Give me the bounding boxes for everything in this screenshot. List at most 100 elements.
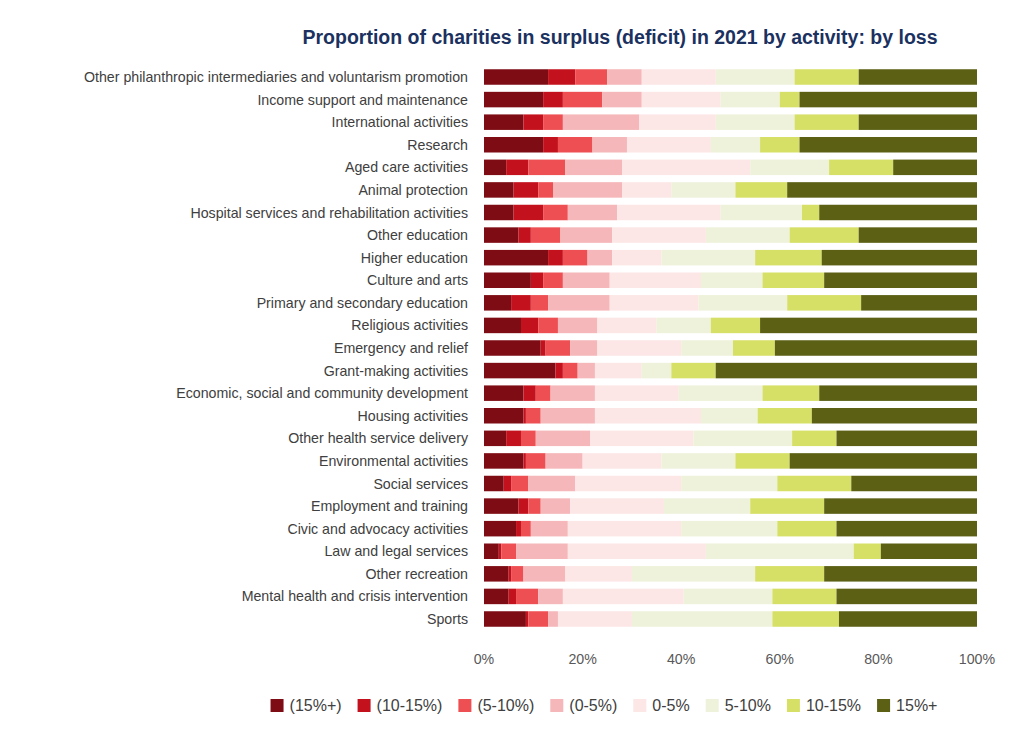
bar-segment <box>570 340 597 356</box>
title: Proportion of charities in surplus (defi… <box>303 26 938 48</box>
category-label: Sports <box>427 611 468 627</box>
bar-segment <box>836 431 977 447</box>
bar-segment <box>671 363 715 379</box>
bar-segment <box>536 431 590 447</box>
bar-segment <box>893 160 977 176</box>
category-label: Research <box>407 137 468 153</box>
bar-segment <box>836 589 977 605</box>
bar-segment <box>516 544 568 560</box>
category-label: Social services <box>373 476 468 492</box>
bar-segment <box>563 589 684 605</box>
bar-segment <box>484 611 526 627</box>
bar-segment <box>851 476 977 492</box>
bar-segment <box>787 182 977 198</box>
bar-segment <box>795 69 859 85</box>
bar-segment <box>755 250 822 266</box>
bar-segment <box>484 431 506 447</box>
bar-segment <box>551 385 595 401</box>
bar-segment <box>548 250 563 266</box>
bar-segment <box>681 521 777 537</box>
x-tick-label: 0% <box>474 651 495 667</box>
bar-segment <box>822 250 977 266</box>
bar-segment <box>684 589 773 605</box>
bar-segment <box>694 431 793 447</box>
bar-segment <box>531 273 543 289</box>
legend-swatch <box>271 699 284 712</box>
category-label: Environmental activities <box>319 453 468 469</box>
bar-segment <box>555 363 562 379</box>
bar-segment <box>526 453 546 469</box>
bar-segment <box>484 544 499 560</box>
category-label: Primary and secondary education <box>257 295 468 311</box>
bar-segment <box>511 566 523 582</box>
bar-segment <box>511 476 528 492</box>
bar-segment <box>711 318 760 334</box>
bar-segment <box>484 498 519 514</box>
bar-segment <box>590 431 694 447</box>
category-label: Other health service delivery <box>288 430 469 446</box>
bar-segment <box>565 160 622 176</box>
bar-segment <box>531 227 561 243</box>
bar-segment <box>528 160 565 176</box>
bar-segment <box>760 318 977 334</box>
bar-segment <box>484 476 504 492</box>
bar-segment <box>484 182 514 198</box>
bar-segment <box>595 363 642 379</box>
x-tick-label: 60% <box>766 651 795 667</box>
bar-segment <box>661 453 735 469</box>
bar-segment <box>509 589 516 605</box>
bar-segment <box>622 182 671 198</box>
bar-segment <box>829 160 893 176</box>
bar-segment <box>681 476 777 492</box>
bar-segment <box>484 408 523 424</box>
bar-segment <box>541 408 595 424</box>
bar-segment <box>595 408 701 424</box>
bar-segment <box>795 114 859 129</box>
category-label: Hospital services and rehabilitation act… <box>190 205 468 221</box>
legend-label: (15%+) <box>290 697 342 714</box>
bar-segment <box>642 92 721 108</box>
category-label: Grant-making activities <box>324 363 468 379</box>
x-tick <box>779 630 780 633</box>
bar-segment <box>484 273 531 289</box>
bar-segment <box>681 340 733 356</box>
bar-segment <box>519 227 531 243</box>
bar-segment <box>526 611 528 627</box>
bar-segment <box>622 160 750 176</box>
bar-segment <box>523 385 535 401</box>
bar-segment <box>560 227 612 243</box>
bar-segment <box>536 385 551 401</box>
bar-segment <box>543 92 563 108</box>
category-label: Religious activities <box>351 317 468 333</box>
bar-segment <box>506 160 528 176</box>
x-tick <box>977 630 978 633</box>
bar-segment <box>538 182 553 198</box>
bar-segment <box>632 611 773 627</box>
bar-segment <box>484 92 543 108</box>
bar-segment <box>565 566 632 582</box>
legend-label: (10-15%) <box>377 697 443 714</box>
x-tick <box>681 630 682 633</box>
bar-segment <box>701 408 758 424</box>
bar-segment <box>824 273 977 289</box>
bar-segment <box>546 453 583 469</box>
bar-segment <box>484 205 514 221</box>
bar-segment <box>521 431 536 447</box>
bar-segment <box>780 92 800 108</box>
bar-segment <box>514 182 539 198</box>
bar-segment <box>563 250 588 266</box>
bar-segment <box>610 295 699 311</box>
bar-segment <box>528 611 548 627</box>
legend-label: 5-10% <box>725 697 771 714</box>
bar-segment <box>610 273 701 289</box>
category-label: Civic and advocacy activities <box>287 521 468 537</box>
category-label: Mental health and crisis intervention <box>242 588 468 604</box>
bar-segment <box>642 363 672 379</box>
bar-segment <box>716 69 795 85</box>
bar-segment <box>612 250 661 266</box>
bar-segment <box>583 453 662 469</box>
legend-label: (5-10%) <box>477 697 534 714</box>
bar-segment <box>528 476 575 492</box>
bar-segment <box>716 114 795 129</box>
bar-segment <box>484 227 519 243</box>
